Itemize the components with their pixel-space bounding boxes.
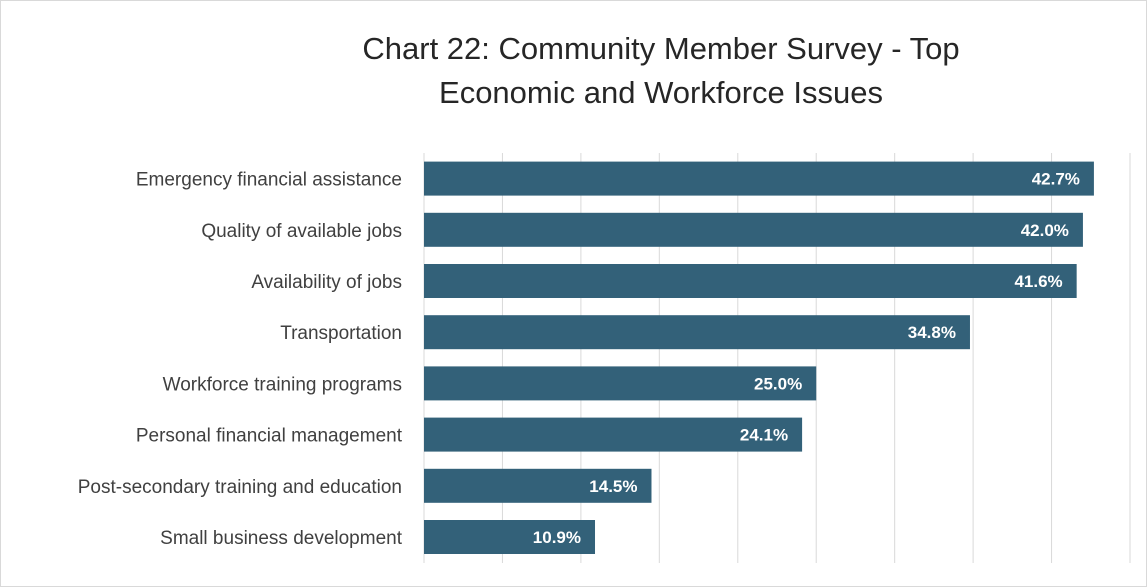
category-label: Post-secondary training and education xyxy=(78,477,402,498)
bar xyxy=(424,161,1094,196)
category-label: Transportation xyxy=(280,323,402,344)
bars xyxy=(424,161,1094,554)
bar xyxy=(424,520,596,554)
category-label: Small business development xyxy=(160,528,403,549)
category-label: Workforce training programs xyxy=(163,374,402,395)
data-label: 25.0% xyxy=(754,374,802,393)
bar xyxy=(424,212,1083,247)
bar xyxy=(424,468,652,503)
data-label: 10.9% xyxy=(533,528,581,547)
bar xyxy=(424,366,817,401)
data-label: 24.1% xyxy=(740,426,788,445)
category-label: Personal financial management xyxy=(136,426,403,447)
data-label: 42.7% xyxy=(1032,170,1080,189)
data-label: 42.0% xyxy=(1021,221,1069,240)
data-label: 41.6% xyxy=(1014,272,1062,291)
chart-title: Chart 22: Community Member Survey - Top … xyxy=(362,31,960,110)
category-label: Availability of jobs xyxy=(251,272,402,293)
value-labels: 42.7% 42.0% 41.6% 34.8% 25.0% 24.1% 14.5% 10.9% xyxy=(533,170,1080,547)
bar xyxy=(424,417,803,452)
data-label: 14.5% xyxy=(589,477,637,496)
data-label: 34.8% xyxy=(908,323,956,342)
category-labels: Emergency financial assistance Quality of… xyxy=(78,170,403,549)
bar xyxy=(424,315,970,350)
category-label: Emergency financial assistance xyxy=(136,170,402,191)
category-label: Quality of available jobs xyxy=(201,221,402,242)
bar xyxy=(424,264,1077,298)
